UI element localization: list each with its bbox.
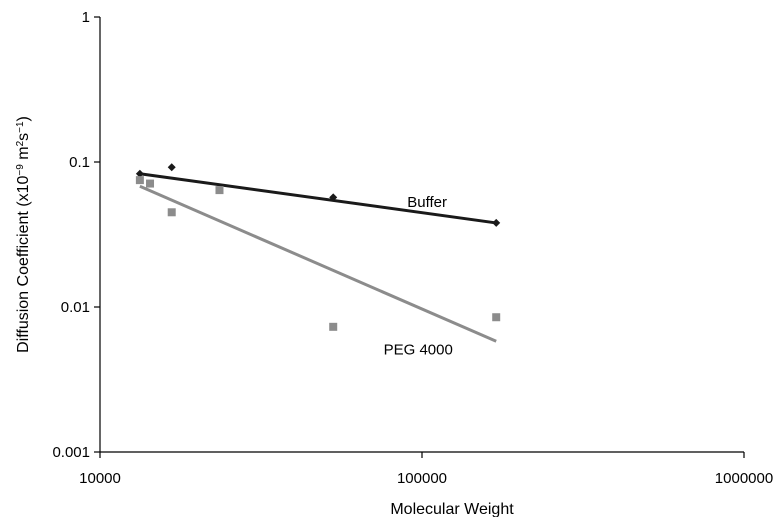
series-label-1: PEG 4000 xyxy=(384,342,453,359)
point-series-0 xyxy=(492,218,501,227)
y-axis-title-mid2: s xyxy=(15,133,32,141)
y-tick-label: 0.01 xyxy=(61,299,90,316)
point-series-0 xyxy=(329,193,338,202)
y-axis-title-exp2: 2 xyxy=(15,140,26,146)
point-series-0 xyxy=(167,163,176,172)
point-series-1 xyxy=(215,186,224,195)
y-axis-title-mid: m xyxy=(15,146,32,164)
axes: 0.001 0.01 0.1 1 10000 100000 1000000 xyxy=(52,9,773,487)
point-series-1 xyxy=(167,208,176,217)
x-tick-label: 100000 xyxy=(397,470,447,487)
x-axis-title: Molecular Weight xyxy=(390,501,514,517)
trendlines xyxy=(139,172,497,343)
y-axis-title-exp3: −1 xyxy=(15,121,26,133)
point-series-1 xyxy=(135,176,144,185)
trendline-series-0 xyxy=(139,172,497,225)
y-axis-title-exp1: −9 xyxy=(15,164,26,176)
series-label-0: Buffer xyxy=(407,194,447,211)
y-tick-label: 0.001 xyxy=(52,444,90,461)
data-points xyxy=(135,163,501,331)
y-axis-title-main: Diffusion Coefficient (x10 xyxy=(15,176,32,353)
labels: Molecular Weight Diffusion Coefficient (… xyxy=(15,116,515,517)
point-series-1 xyxy=(146,179,155,188)
point-series-1 xyxy=(329,322,338,331)
x-tick-label: 1000000 xyxy=(715,470,773,487)
y-axis-title: Diffusion Coefficient (x10−9 m2s−1) xyxy=(15,116,33,353)
y-tick-label: 1 xyxy=(82,9,90,26)
y-tick-label: 0.1 xyxy=(69,154,90,171)
point-series-1 xyxy=(492,313,501,322)
trendline-series-1 xyxy=(139,184,497,343)
y-axis-title-end: ) xyxy=(15,116,32,121)
x-tick-label: 10000 xyxy=(79,470,121,487)
point-series-0 xyxy=(135,169,144,178)
